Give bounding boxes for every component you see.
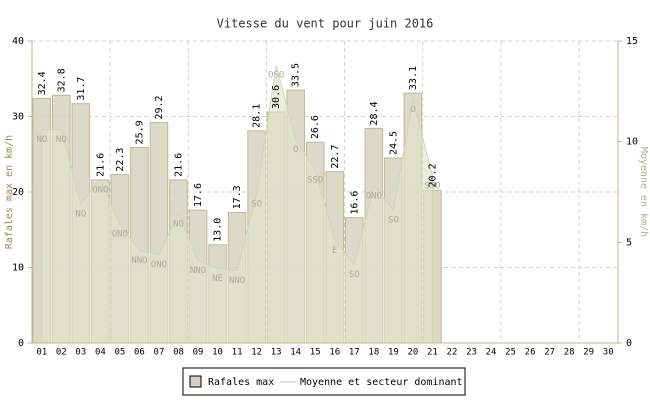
x-tick-label: 09 [193,348,204,358]
x-tick-label: 20 [407,348,418,358]
value-label: 24.5 [388,131,399,155]
x-tick-label: 23 [466,348,477,358]
x-tick-label: 29 [583,348,594,358]
y2-axis-title: Moyenne en km/h [638,147,649,237]
x-tick-label: 17 [349,348,360,358]
x-tick-label: 02 [56,348,67,358]
direction-label: SO [251,200,262,210]
direction-label: NO [56,135,67,145]
x-tick-label: 16 [329,348,340,358]
direction-label: NNO [229,276,245,286]
y-tick-label: 0 [18,338,24,349]
legend-label: Rafales max [208,377,274,388]
direction-label: ONO [366,191,382,201]
y2-tick-label: 0 [626,338,632,349]
direction-label: ONO [151,260,167,270]
y2-tick-label: 15 [626,36,638,47]
value-label: 28.4 [369,101,380,125]
direction-label: NO [173,220,184,230]
x-tick-label: 03 [75,348,86,358]
value-label: 25.9 [134,120,145,144]
value-label: 21.6 [174,153,185,177]
value-label: 17.6 [193,183,204,207]
x-tick-label: 01 [36,348,47,358]
value-label: 16.6 [349,191,360,215]
direction-label: SO [388,216,399,226]
legend-swatch [189,375,202,388]
y-tick-label: 20 [12,187,24,198]
x-tick-label: 14 [290,348,301,358]
value-label: 29.2 [154,95,165,119]
x-tick-label: 27 [544,348,555,358]
direction-label: SSO [424,181,440,191]
direction-label: E [332,246,337,256]
value-label: 22.7 [330,145,341,169]
direction-label: OSO [268,71,284,81]
y2-tick-label: 5 [626,237,632,248]
x-tick-label: 30 [603,348,614,358]
x-tick-label: 13 [271,348,282,358]
direction-label: NNO [190,266,206,276]
direction-label: ONO [112,230,128,240]
value-label: 13.0 [213,218,224,242]
value-label: 20.2 [427,163,438,187]
x-tick-label: 06 [134,348,145,358]
legend-box [182,367,466,396]
value-label: 33.1 [408,66,419,90]
direction-label: SO [349,270,360,280]
direction-label: NE [212,274,223,284]
value-label: 32.8 [56,68,67,92]
area [41,65,433,344]
legend-label: Moyenne et secteur dominant [300,377,463,388]
chart-title: Vitesse du vent pour juin 2016 [217,17,434,31]
x-tick-label: 10 [212,348,223,358]
x-tick-label: 19 [388,348,399,358]
value-label: 30.6 [271,85,282,109]
x-tick-label: 12 [251,348,262,358]
value-label: 21.6 [95,153,106,177]
y-tick-label: 30 [12,112,24,123]
direction-label: ONO [92,185,108,195]
value-label: 22.3 [115,148,126,172]
direction-label: O [410,105,415,115]
y2-tick-label: 10 [626,137,638,148]
x-tick-label: 04 [95,348,106,358]
x-tick-label: 22 [447,348,458,358]
value-label: 33.5 [291,63,302,87]
value-label: 31.7 [76,77,87,101]
x-tick-label: 18 [368,348,379,358]
value-label: 28.1 [252,104,263,128]
direction-label: O [293,145,298,155]
x-tick-label: 05 [114,348,125,358]
value-label: 32.4 [37,71,48,95]
direction-label: NO [36,135,47,145]
x-tick-label: 26 [525,348,536,358]
x-tick-label: 25 [505,348,516,358]
x-tick-label: 11 [232,348,243,358]
value-label: 17.3 [232,185,243,209]
y-axis-title: Rafales max en km/h [4,135,15,249]
x-tick-label: 07 [154,348,165,358]
x-tick-label: 24 [486,348,497,358]
x-tick-label: 15 [310,348,321,358]
x-tick-label: 08 [173,348,184,358]
direction-label: SSO [307,175,323,185]
x-tick-label: 21 [427,348,438,358]
value-label: 26.6 [310,115,321,139]
y-tick-label: 40 [12,36,24,47]
direction-label: NO [75,210,86,220]
direction-label: NNO [131,256,147,266]
y-tick-label: 10 [12,263,24,274]
x-tick-label: 28 [564,348,575,358]
